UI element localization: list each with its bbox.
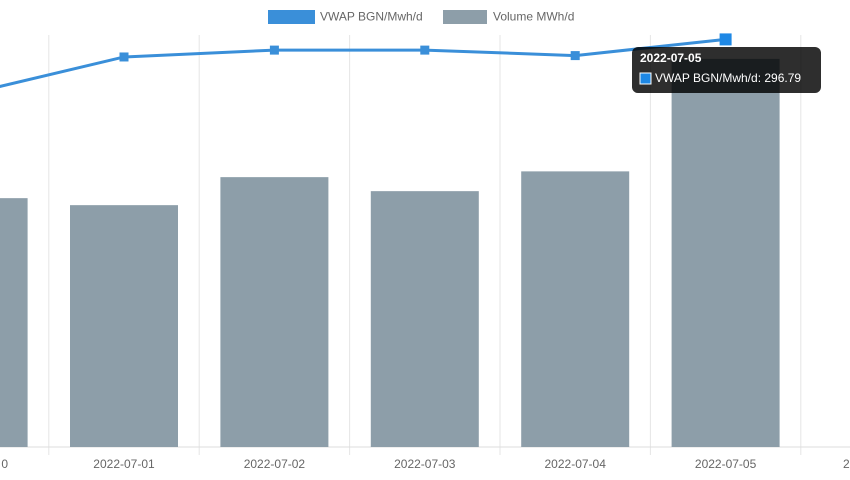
line-point[interactable] (420, 45, 430, 55)
line (0, 37, 726, 88)
legend: VWAP BGN/Mwh/d Volume MWh/d (268, 10, 574, 24)
tooltip-separator: : (758, 71, 765, 85)
bar[interactable] (0, 198, 28, 447)
legend-label[interactable]: Volume MWh/d (493, 10, 574, 24)
bar[interactable] (370, 191, 479, 447)
tooltip-series-name: VWAP BGN/Mwh/d (655, 71, 758, 85)
legend-swatch[interactable] (443, 10, 487, 24)
bar[interactable] (671, 58, 780, 448)
line-point[interactable] (719, 33, 732, 46)
x-tick-label: 2022-07-01 (93, 457, 155, 471)
tooltip: 2022-07-05 VWAP BGN/Mwh/d: 296.79 (632, 47, 821, 93)
tooltip-value: 296.79 (764, 71, 801, 85)
x-tick-label: 2022-07-03 (394, 457, 456, 471)
bar[interactable] (70, 205, 178, 447)
line-point[interactable] (570, 51, 580, 61)
x-tick-label: 0 (1, 457, 8, 471)
tooltip-title: 2022-07-05 (640, 51, 702, 65)
tooltip-box (632, 47, 821, 93)
x-tick-label: 2 (843, 457, 850, 471)
tooltip-swatch (639, 72, 652, 85)
tooltip-body: VWAP BGN/Mwh/d: 296.79 (655, 71, 801, 85)
x-tick-label: 2022-07-02 (244, 457, 306, 471)
line-point[interactable] (269, 45, 279, 55)
legend-swatch[interactable] (268, 10, 315, 24)
bar[interactable] (521, 171, 630, 447)
x-tick-label: 2022-07-05 (695, 457, 757, 471)
bar[interactable] (220, 177, 329, 447)
legend-label[interactable]: VWAP BGN/Mwh/d (320, 10, 423, 24)
x-tick-label: 2022-07-04 (545, 457, 607, 471)
line-point[interactable] (119, 52, 129, 62)
